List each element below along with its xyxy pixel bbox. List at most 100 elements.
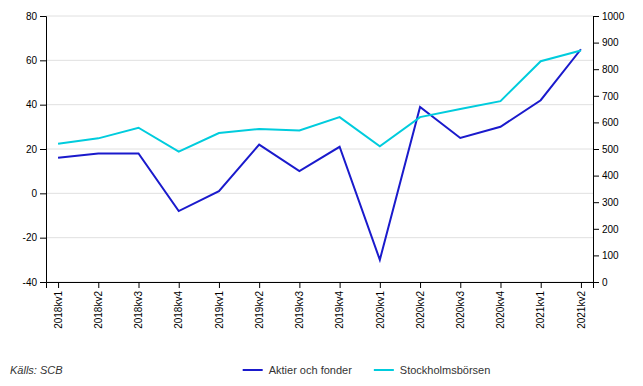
tick: 40	[26, 99, 46, 110]
tick-mark	[259, 282, 260, 288]
tick-mark	[593, 255, 599, 256]
tick-mark	[179, 282, 180, 288]
grid-line	[46, 104, 593, 105]
tick-label: 40	[26, 99, 38, 110]
tick-label: 2019kv4	[334, 291, 345, 329]
tick: 2020kv4	[495, 282, 506, 329]
tick: 2020kv1	[375, 282, 386, 329]
grid	[46, 16, 593, 282]
legend-item: Aktier och fonder	[243, 364, 352, 376]
tick: 800	[593, 64, 619, 75]
tick: 2019kv4	[334, 282, 345, 329]
tick-mark	[593, 229, 599, 230]
tick-mark	[593, 16, 599, 17]
tick: 0	[593, 277, 608, 288]
tick-label: 1000	[602, 11, 625, 22]
tick-mark	[299, 282, 300, 288]
tick: 500	[593, 144, 619, 155]
tick-mark	[593, 96, 599, 97]
tick-label: 300	[602, 197, 619, 208]
tick-label: 2018kv1	[53, 291, 64, 329]
grid-line	[46, 237, 593, 238]
legend-swatch	[374, 369, 394, 371]
tick: 700	[593, 91, 619, 102]
tick-mark	[460, 282, 461, 288]
axis-line	[47, 283, 594, 289]
tick-label: 20	[26, 144, 38, 155]
y2-axis: 0 100 200 300 400 500 600 700 800 900 1000	[593, 11, 625, 288]
tick-mark	[340, 282, 341, 288]
tick: 2018kv1	[53, 282, 64, 329]
tick-label: 2019kv3	[294, 291, 305, 329]
legend-swatch	[243, 369, 263, 371]
tick-mark	[98, 282, 99, 288]
tick-mark	[593, 176, 599, 177]
tick-mark	[593, 122, 599, 123]
tick-label: 700	[602, 91, 619, 102]
axis-line	[40, 17, 47, 283]
legend-item: Stockholmsbörsen	[374, 364, 491, 376]
tick: -40	[23, 277, 46, 288]
tick-mark	[40, 238, 46, 239]
tick-label: 100	[602, 250, 619, 261]
tick-mark	[380, 282, 381, 288]
tick-mark	[40, 60, 46, 61]
x-axis: 2018kv12018kv22018kv32018kv42019kv12019k…	[47, 282, 594, 329]
tick-mark	[219, 282, 220, 288]
tick-label: 2019kv1	[214, 291, 225, 329]
tick-label: 60	[26, 55, 38, 66]
tick-label: 0	[31, 188, 37, 199]
legend-label: Aktier och fonder	[269, 364, 352, 376]
tick-label: 2021kv2	[576, 291, 587, 329]
tick: 80	[26, 11, 46, 22]
tick-label: -20	[23, 232, 38, 243]
tick: 2021kv2	[576, 282, 587, 329]
tick: 2019kv3	[294, 282, 305, 329]
grid-line	[46, 60, 593, 61]
tick: 2018kv3	[133, 282, 144, 329]
grid-line	[46, 193, 593, 194]
series-line	[58, 49, 581, 260]
tick: 2020kv2	[415, 282, 426, 329]
tick-mark	[58, 282, 59, 288]
series-line	[58, 51, 581, 152]
tick: 600	[593, 117, 619, 128]
tick-label: 2020kv4	[495, 291, 506, 329]
tick-label: 2018kv3	[133, 291, 144, 329]
tick: 400	[593, 170, 619, 181]
tick-mark	[593, 69, 599, 70]
tick-label: 200	[602, 224, 619, 235]
grid-line	[46, 16, 593, 17]
series-group	[58, 49, 581, 260]
tick-label: 0	[602, 277, 608, 288]
plot: 2018kv12018kv22018kv32018kv42019kv12019k…	[23, 11, 625, 329]
tick-label: 2020kv2	[415, 291, 426, 329]
tick: 2020kv3	[455, 282, 466, 329]
tick-mark	[593, 149, 599, 150]
tick: 900	[593, 37, 619, 48]
tick: -20	[23, 232, 46, 243]
tick-label: 2019kv2	[254, 291, 265, 329]
tick-label: 2018kv4	[173, 291, 184, 329]
tick-label: 600	[602, 117, 619, 128]
tick-label: 900	[602, 37, 619, 48]
tick-mark	[40, 282, 46, 283]
tick-mark	[40, 16, 46, 17]
tick: 20	[26, 144, 46, 155]
tick: 300	[593, 197, 619, 208]
tick-mark	[593, 43, 599, 44]
tick-mark	[581, 282, 582, 288]
legend: Aktier och fonder Stockholmsbörsen	[243, 364, 491, 376]
tick-mark	[420, 282, 421, 288]
grid-line	[46, 149, 593, 150]
tick-mark	[40, 193, 46, 194]
y-axis: -40 -20 0 20 40 60 80	[23, 11, 47, 288]
tick-label: 400	[602, 170, 619, 181]
tick: 2019kv2	[254, 282, 265, 329]
tick-label: 500	[602, 144, 619, 155]
legend-label: Stockholmsbörsen	[400, 364, 491, 376]
chart: 2018kv12018kv22018kv32018kv42019kv12019k…	[0, 0, 643, 386]
tick-label: -40	[23, 277, 38, 288]
tick-label: 800	[602, 64, 619, 75]
tick-label: 80	[26, 11, 38, 22]
